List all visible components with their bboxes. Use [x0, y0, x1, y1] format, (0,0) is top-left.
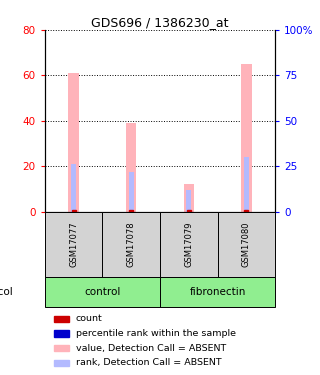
Bar	[45, 211, 102, 277]
Bar	[244, 157, 249, 212]
Text: percentile rank within the sample: percentile rank within the sample	[76, 329, 236, 338]
Text: rank, Detection Call = ABSENT: rank, Detection Call = ABSENT	[76, 358, 221, 368]
Text: protocol: protocol	[0, 287, 13, 297]
Title: GDS696 / 1386230_at: GDS696 / 1386230_at	[91, 16, 229, 29]
Bar	[54, 330, 69, 337]
Text: control: control	[84, 287, 121, 297]
Bar	[218, 211, 275, 277]
Bar	[68, 73, 79, 211]
Bar	[241, 64, 252, 211]
Bar	[102, 211, 160, 277]
Bar	[160, 277, 275, 308]
Text: count: count	[76, 314, 103, 323]
Bar	[187, 190, 191, 211]
Text: GSM17077: GSM17077	[69, 221, 78, 267]
Bar	[184, 184, 194, 211]
Bar	[126, 123, 136, 211]
Text: value, Detection Call = ABSENT: value, Detection Call = ABSENT	[76, 344, 226, 353]
Text: GSM17078: GSM17078	[127, 221, 136, 267]
Text: fibronectin: fibronectin	[189, 287, 246, 297]
Bar	[160, 211, 218, 277]
Text: GSM17080: GSM17080	[242, 222, 251, 267]
Bar	[54, 316, 69, 322]
Bar	[129, 172, 133, 211]
Bar	[54, 345, 69, 351]
Text: GSM17079: GSM17079	[184, 222, 193, 267]
Bar	[45, 277, 160, 308]
Bar	[54, 360, 69, 366]
Bar	[71, 164, 76, 211]
